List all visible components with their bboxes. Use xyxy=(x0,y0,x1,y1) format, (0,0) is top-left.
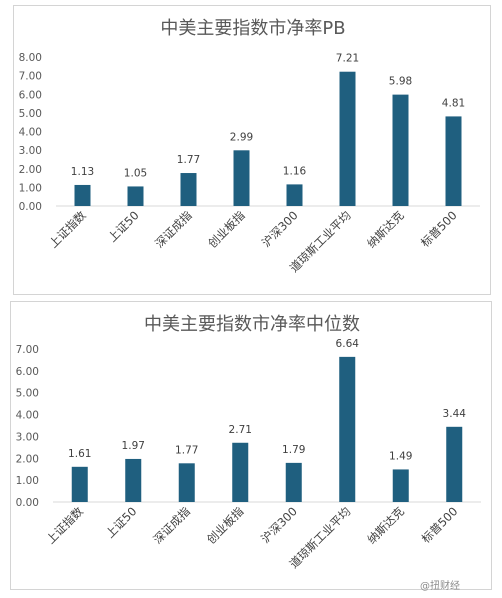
y-tick-label: 1.00 xyxy=(16,475,39,487)
bar-1 xyxy=(74,184,91,206)
y-tick-label: 4.00 xyxy=(16,410,39,422)
category-label: 纳斯达克 xyxy=(364,504,407,547)
category-label: 创业板指 xyxy=(204,504,246,546)
y-tick-label: 6.00 xyxy=(19,89,42,101)
data-label: 3.44 xyxy=(443,408,467,420)
y-tick-label: 8.00 xyxy=(19,52,42,64)
data-label: 1.16 xyxy=(283,165,307,177)
data-label: 5.98 xyxy=(389,76,412,88)
category-label: 上证指数 xyxy=(46,208,89,251)
category-label: 标普500 xyxy=(419,504,461,546)
y-tick-label: 0.00 xyxy=(19,201,42,213)
bar-5 xyxy=(285,462,302,502)
y-tick-label: 2.00 xyxy=(16,453,39,465)
bar-8 xyxy=(445,116,462,206)
category-label: 深证成指 xyxy=(150,504,192,546)
chart-title: 中美主要指数市净率PB xyxy=(160,18,345,39)
category-label: 沪深300 xyxy=(258,504,300,546)
bar-8 xyxy=(446,426,463,502)
y-tick-label: 1.00 xyxy=(19,182,42,194)
bar-6 xyxy=(339,71,356,207)
bar-7 xyxy=(392,469,409,502)
pb-chart: 中美主要指数市净率PB 0.00 1.00 2.00 3.00 4.00 5.00 6.00… xyxy=(19,18,480,275)
data-label: 7.21 xyxy=(336,53,359,65)
data-label: 2.99 xyxy=(230,131,253,143)
category-label: 沪深300 xyxy=(259,208,301,250)
y-tick-label: 7.00 xyxy=(16,344,39,356)
bar-4 xyxy=(232,442,249,502)
data-label: 1.05 xyxy=(124,167,147,179)
data-label: 1.97 xyxy=(122,440,145,452)
pb-median-chart: 中美主要指数市净率中位数 0.00 1.00 2.00 3.00 4.00 5.00 6.0… xyxy=(16,314,481,571)
data-label: 2.71 xyxy=(229,424,252,436)
bar-2 xyxy=(125,458,142,502)
category-label: 上证50 xyxy=(105,208,142,245)
data-label: 1.77 xyxy=(175,444,198,456)
y-tick-label: 6.00 xyxy=(16,366,39,378)
y-tick-label: 3.00 xyxy=(19,145,42,157)
category-label: 创业板指 xyxy=(205,208,247,250)
y-tick-label: 3.00 xyxy=(16,431,39,443)
y-tick-label: 4.00 xyxy=(19,127,42,139)
y-tick-label: 0.00 xyxy=(16,497,39,509)
bar-1 xyxy=(71,466,88,502)
y-tick-label: 5.00 xyxy=(19,108,42,120)
category-label: 上证指数 xyxy=(43,504,86,547)
data-label: 1.49 xyxy=(389,450,412,462)
y-tick-label: 7.00 xyxy=(19,71,42,83)
bar-3 xyxy=(178,463,195,502)
data-label: 1.13 xyxy=(71,166,94,178)
bar-5 xyxy=(286,184,303,206)
y-tick-label: 2.00 xyxy=(19,164,42,176)
pb-chart-panel: 中美主要指数市净率PB 0.00 1.00 2.00 3.00 4.00 5.00 6.00… xyxy=(13,5,491,295)
data-label: 6.64 xyxy=(336,338,360,350)
category-label: 上证50 xyxy=(103,504,140,541)
bar-4 xyxy=(233,150,250,206)
chart-title: 中美主要指数市净率中位数 xyxy=(144,314,360,335)
watermark: @扭财经 xyxy=(420,581,460,592)
category-label: 深证成指 xyxy=(152,208,194,250)
y-tick-label: 5.00 xyxy=(16,388,39,400)
data-label: 1.79 xyxy=(282,444,305,456)
data-label: 1.61 xyxy=(68,448,91,460)
data-label: 1.77 xyxy=(177,154,200,166)
bar-3 xyxy=(180,173,197,206)
bar-7 xyxy=(392,94,409,206)
pb-median-chart-panel: 中美主要指数市净率中位数 0.00 1.00 2.00 3.00 4.00 5.00 6.0… xyxy=(10,301,492,590)
data-label: 4.81 xyxy=(442,97,465,109)
category-label: 纳斯达克 xyxy=(364,208,407,251)
category-label: 标普500 xyxy=(418,208,460,250)
bar-6 xyxy=(339,356,356,502)
bar-2 xyxy=(127,186,144,206)
